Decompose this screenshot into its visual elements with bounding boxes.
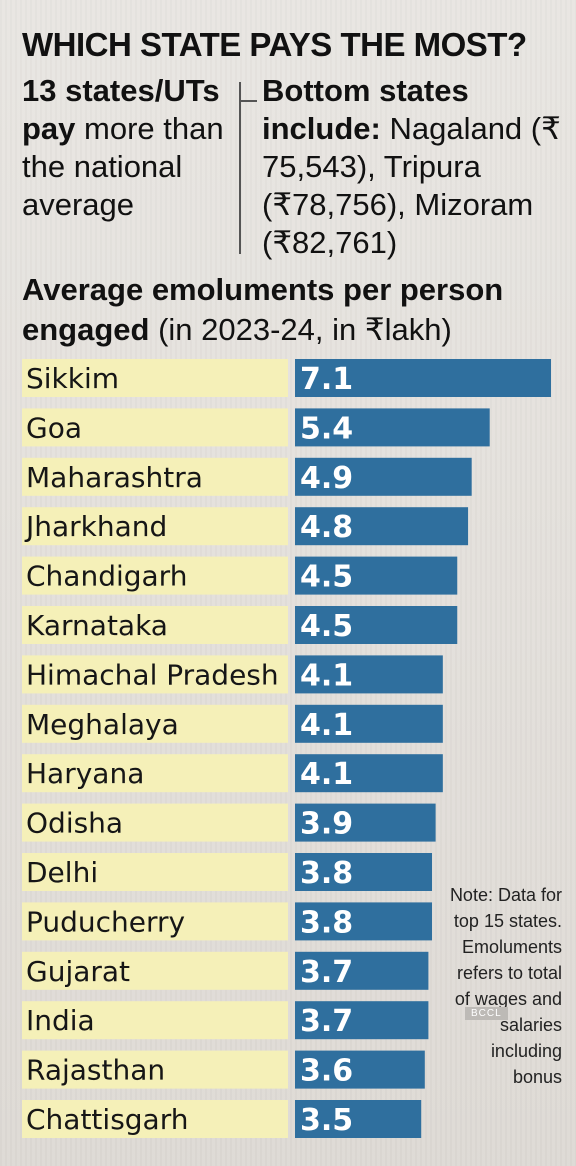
label-band xyxy=(22,754,288,793)
bar xyxy=(295,606,458,644)
bar xyxy=(295,1100,422,1138)
label-band xyxy=(22,507,288,546)
divider-line xyxy=(239,82,241,254)
value-label: 4.1 xyxy=(300,658,353,693)
category-label: Chandigarh xyxy=(26,560,187,593)
intro-left-bold-2: pay xyxy=(22,111,76,146)
category-label: Jharkhand xyxy=(24,510,167,543)
value-label: 4.5 xyxy=(300,560,353,595)
bar xyxy=(295,655,443,694)
subtitle-bold: Average emoluments per person engaged xyxy=(22,272,504,347)
category-label: Chattisgarh xyxy=(26,1103,188,1136)
label-band xyxy=(22,359,288,397)
label-band xyxy=(22,1001,288,1040)
bar xyxy=(295,1001,429,1040)
category-label: Karnataka xyxy=(26,609,168,642)
bar xyxy=(295,457,472,496)
category-label: Delhi xyxy=(26,856,98,889)
label-band xyxy=(22,1100,288,1138)
category-label: Rajasthan xyxy=(26,1054,165,1087)
label-band xyxy=(22,803,288,842)
value-label: 3.5 xyxy=(300,1103,353,1138)
value-label: 3.9 xyxy=(300,807,353,842)
bar xyxy=(295,853,433,891)
category-label: Meghalaya xyxy=(26,708,179,741)
bar xyxy=(295,408,490,447)
page-title: WHICH STATE PAYS THE MOST? xyxy=(22,26,527,63)
label-band xyxy=(22,408,288,447)
category-label: Maharashtra xyxy=(26,461,203,494)
intro-left-rest: more than the national average xyxy=(22,111,224,222)
value-label: 4.1 xyxy=(300,757,353,792)
label-band xyxy=(22,853,288,891)
value-label: 4.5 xyxy=(300,609,353,644)
value-label: 7.1 xyxy=(300,362,353,397)
subtitle-rest: (in 2023-24, in ₹lakh) xyxy=(149,312,452,347)
value-label: 3.6 xyxy=(300,1054,353,1089)
bar xyxy=(295,902,433,941)
bar xyxy=(295,803,436,842)
divider-tick xyxy=(239,100,257,102)
bar xyxy=(295,754,443,793)
intro-left-text: 13 states/UTs pay more than the national… xyxy=(22,72,232,224)
category-label: Sikkim xyxy=(26,362,119,395)
intro-right-text: Bottom states include: Nagaland (₹ 75,54… xyxy=(262,72,562,262)
value-label: 3.7 xyxy=(300,955,353,990)
value-label: 4.1 xyxy=(300,708,353,743)
value-label: 3.7 xyxy=(300,1004,353,1039)
category-label: Odisha xyxy=(26,807,123,840)
intro-left-bold: 13 states/UTs xyxy=(22,73,220,108)
bar xyxy=(295,359,551,397)
bar xyxy=(295,951,429,990)
value-label: 5.4 xyxy=(300,411,353,446)
category-label: India xyxy=(26,1004,95,1037)
label-band xyxy=(22,556,288,595)
intro-right-bold: Bottom states include: xyxy=(262,73,469,146)
intro-right-rest: Nagaland (₹ 75,543), Tripura (₹78,756), … xyxy=(262,111,561,260)
label-band xyxy=(22,951,288,990)
category-label: Gujarat xyxy=(26,955,130,988)
label-band xyxy=(22,902,288,941)
label-band xyxy=(22,704,288,743)
label-band xyxy=(22,457,288,496)
category-label: Haryana xyxy=(26,757,144,790)
bar xyxy=(295,1050,425,1089)
category-label: Himachal Pradesh xyxy=(26,658,279,691)
value-label: 4.8 xyxy=(300,510,353,545)
value-label: 3.8 xyxy=(300,856,353,891)
bar xyxy=(295,556,458,595)
bar xyxy=(295,704,443,743)
chart-subtitle: Average emoluments per person engaged (i… xyxy=(22,270,562,350)
bar xyxy=(295,507,469,546)
chart-note: Note: Data for top 15 states. Emoluments… xyxy=(449,885,562,1087)
watermark: BCCL xyxy=(465,1007,508,1020)
label-band xyxy=(22,1050,288,1089)
label-band xyxy=(22,606,288,644)
value-label: 4.9 xyxy=(300,461,353,496)
value-label: 3.8 xyxy=(300,905,353,940)
category-label: Puducherry xyxy=(26,905,185,938)
category-label: Goa xyxy=(26,411,82,444)
label-band xyxy=(22,655,288,694)
